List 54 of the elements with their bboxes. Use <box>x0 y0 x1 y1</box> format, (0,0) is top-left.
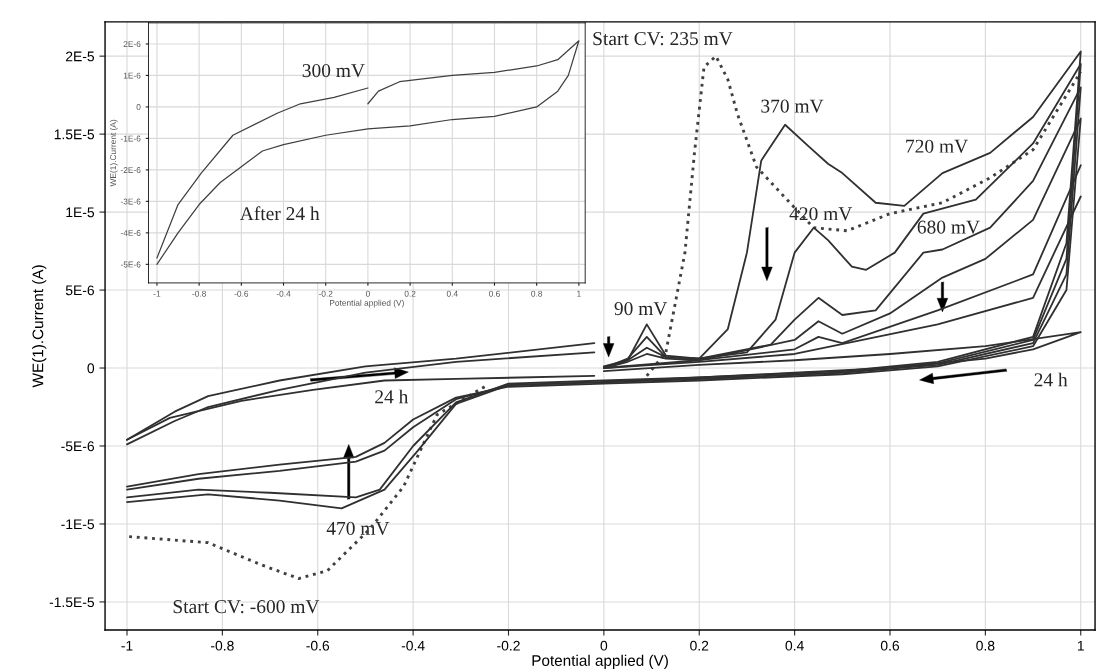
x-tick-label: 0.2 <box>690 640 709 651</box>
x-tick-label: -0.4 <box>401 640 425 651</box>
x-tick-label: -1 <box>153 290 161 297</box>
x-tick-label: 0 <box>365 290 370 297</box>
annotation: 90 mV <box>614 302 668 316</box>
y-tick-label: -4E-6 <box>120 230 141 236</box>
y-tick-label: -2E-6 <box>120 167 141 173</box>
y-tick-label: -1E-6 <box>120 135 141 142</box>
annotation: 24 h <box>1034 372 1068 387</box>
x-tick-label: 0.2 <box>404 290 416 297</box>
x-tick-label: 0.6 <box>880 640 900 651</box>
x-tick-label: 0.8 <box>531 290 543 297</box>
x-tick-label: 1 <box>577 290 581 297</box>
x-tick-label: 0.8 <box>976 640 995 651</box>
x-tick-label: 0.4 <box>446 290 458 297</box>
y-tick-label: -1.5E-5 <box>49 597 95 608</box>
y-tick-label: 0 <box>87 363 95 374</box>
x-tick-label: 0 <box>600 640 608 651</box>
annotation: Start CV: -600 mV <box>173 600 320 614</box>
annotation: 470 mV <box>326 521 390 536</box>
y-tick-label: 1E-5 <box>66 207 95 218</box>
x-tick-label: -0.8 <box>211 640 234 651</box>
y-tick-label: 1.5E-5 <box>54 129 95 140</box>
annotation: 24 h <box>375 389 409 404</box>
y-tick-label: -1E-5 <box>61 519 95 530</box>
y-axis-title: WE(1).Current (A) <box>32 265 47 388</box>
y-tick-label: 1E-6 <box>123 72 141 79</box>
y-tick-label: -5E-6 <box>120 261 141 268</box>
annotation: 680 mV <box>917 220 980 234</box>
x-axis-title: Potential applied (V) <box>532 654 668 669</box>
y-tick-label: 2E-5 <box>66 51 95 62</box>
x-tick-label: -0.6 <box>234 290 249 297</box>
x-tick-label: -0.4 <box>276 290 291 297</box>
x-tick-label: -0.8 <box>192 290 206 297</box>
y-tick-label: 2E-6 <box>123 41 141 48</box>
x-tick-label: -0.6 <box>306 640 330 651</box>
x-tick-label: -0.2 <box>318 290 333 297</box>
annotation: 300 mV <box>302 64 365 78</box>
annotation: 720 mV <box>906 139 968 153</box>
y-tick-label: 0 <box>136 104 141 111</box>
annotation: After 24 h <box>239 206 320 221</box>
y-tick-label: -3E-6 <box>120 198 141 205</box>
x-tick-label: 0.6 <box>489 290 500 297</box>
x-tick-label: -0.2 <box>497 640 520 651</box>
y-tick-label: -5E-6 <box>61 441 95 452</box>
annotation: 370 mV <box>761 99 824 113</box>
y-tick-label: 5E-6 <box>65 285 95 296</box>
x-axis-title: Potential applied (V) <box>330 299 404 308</box>
y-axis-title: WE(1).Current (A) <box>109 119 118 187</box>
annotation: 420 mV <box>789 207 853 221</box>
x-tick-label: 1 <box>1077 640 1084 651</box>
annotation: Start CV: 235 mV <box>593 32 733 46</box>
x-tick-label: -1 <box>121 640 133 651</box>
x-tick-label: 0.4 <box>785 640 804 651</box>
